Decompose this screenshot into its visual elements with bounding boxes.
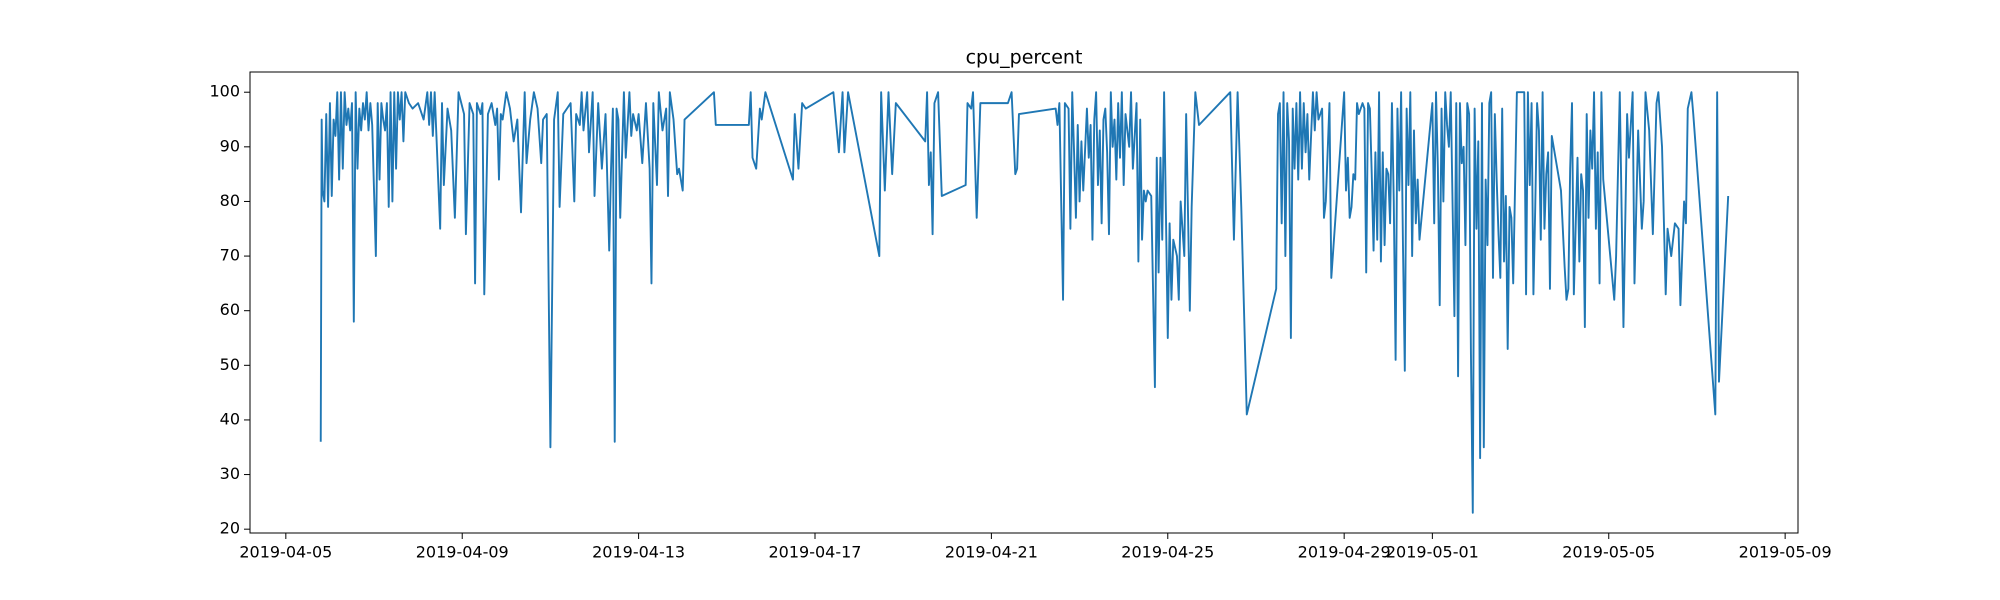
x-tick-label: 2019-05-05: [1562, 543, 1655, 562]
y-tick-label: 60: [220, 300, 240, 319]
plot-frame: [249, 71, 1799, 534]
x-tick-label: 2019-05-09: [1739, 543, 1832, 562]
x-tick-label: 2019-04-05: [239, 543, 332, 562]
y-tick-label: 30: [220, 464, 240, 483]
chart-title: cpu_percent: [966, 47, 1083, 69]
x-tick-label: 2019-04-25: [1121, 543, 1214, 562]
x-tick-label: 2019-04-21: [945, 543, 1038, 562]
y-tick-label: 100: [209, 82, 240, 101]
y-tick-label: 80: [220, 191, 240, 210]
y-tick-label: 20: [220, 519, 240, 538]
y-tick-label: 70: [220, 246, 240, 265]
x-tick-label: 2019-04-29: [1298, 543, 1391, 562]
x-tick-label: 2019-04-13: [592, 543, 685, 562]
y-tick-label: 90: [220, 136, 240, 155]
x-tick-label: 2019-04-09: [416, 543, 509, 562]
x-tick-label: 2019-05-01: [1386, 543, 1479, 562]
x-tick-label: 2019-04-17: [769, 543, 862, 562]
y-tick-label: 50: [220, 355, 240, 374]
y-tick-label: 40: [220, 409, 240, 428]
data-line: [319, 91, 1730, 514]
